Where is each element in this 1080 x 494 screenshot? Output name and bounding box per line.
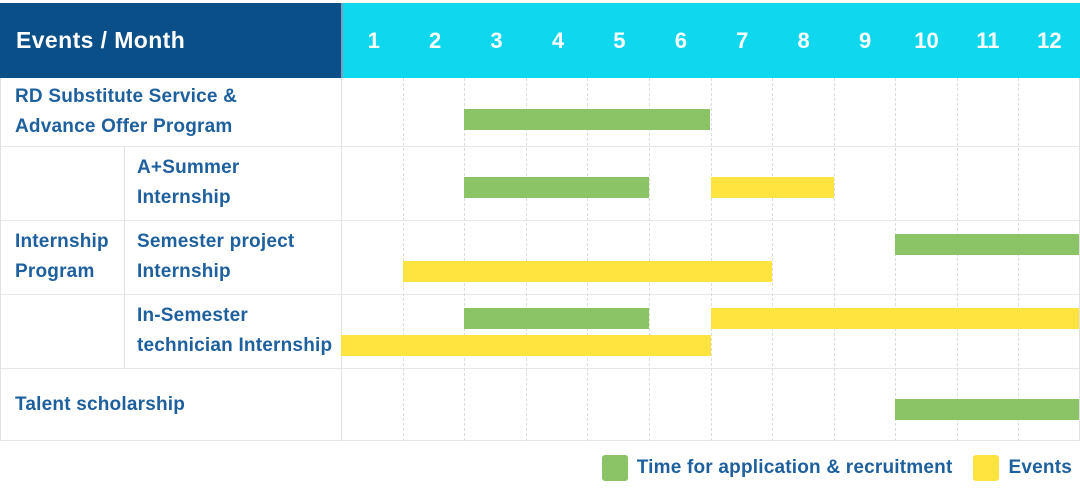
month-header-label-12: 12	[1037, 27, 1062, 53]
month-gridline	[648, 78, 650, 441]
legend-item-application: Time for application & recruitment	[601, 455, 953, 481]
group-sublabel-divider	[124, 146, 125, 368]
month-header-label-9: 9	[858, 27, 872, 53]
application-swatch-icon	[601, 455, 628, 481]
month-header-label-11: 11	[976, 27, 1000, 53]
month-gridline	[956, 78, 958, 441]
application-bar	[895, 399, 1079, 420]
month-gridline	[402, 78, 404, 441]
row-label: Semester project Internship	[137, 220, 341, 294]
row-label: RD Substitute Service & Advance Offer Pro…	[0, 78, 341, 146]
month-header-row: 1 2 3 4 5 6 7 8 9 10 11 12	[341, 3, 1080, 78]
month-header-label-4: 4	[551, 27, 565, 53]
application-bar	[464, 177, 649, 198]
row-label-line: In-Semester	[137, 305, 248, 326]
month-gridline	[710, 78, 712, 441]
month-gridline	[833, 78, 835, 441]
row-label-line: Internship	[137, 261, 231, 282]
event-bar	[402, 261, 773, 282]
month-header-label-2: 2	[429, 27, 442, 53]
month-gridline	[1018, 78, 1020, 441]
month-header-label-8: 8	[797, 27, 810, 53]
month-header-label-6: 6	[674, 27, 687, 53]
event-swatch-icon	[973, 455, 1000, 481]
legend-label: Time for application & recruitment	[636, 457, 953, 478]
row-label-line: A+Summer	[137, 157, 240, 178]
group-label-internship-program: Internship Program	[0, 146, 124, 368]
table-left-border	[0, 78, 1, 441]
label-grid-divider	[341, 78, 342, 441]
row-separator	[0, 368, 1080, 369]
row-label: Talent scholarship	[0, 368, 341, 441]
month-header-label-1: 1	[367, 27, 380, 53]
month-gridline	[525, 78, 527, 441]
table-title: Events / Month	[16, 27, 186, 53]
group-label-line: Program	[15, 261, 95, 282]
application-bar	[464, 308, 649, 329]
row-label-line: technician Internship	[137, 335, 333, 356]
header-title-cell: Events / Month	[0, 3, 341, 78]
month-gridline	[587, 78, 589, 441]
table-body: Internship Program RD Substitute Service &…	[0, 78, 1080, 441]
row-label-line: Internship	[137, 187, 231, 208]
group-label-line: Internship	[15, 231, 109, 252]
month-header-label-3: 3	[490, 27, 503, 53]
month-header-label-10: 10	[914, 27, 939, 53]
row-separator	[0, 146, 1080, 147]
month-header-label-7: 7	[736, 27, 749, 53]
row-label-line: RD Substitute Service &	[15, 86, 238, 107]
month-header-label-5: 5	[613, 27, 626, 53]
row-label: In-Semester technician Internship	[137, 294, 341, 368]
legend: Time for application & recruitment Events	[601, 452, 1072, 484]
table-bottom-border	[0, 440, 1080, 441]
month-gridline	[464, 78, 466, 441]
row-separator	[0, 294, 1080, 295]
row-label-line: Advance Offer Program	[15, 116, 233, 137]
row-label-line: Talent scholarship	[15, 393, 186, 415]
month-gridline	[772, 78, 774, 441]
legend-item-event: Events	[973, 455, 1072, 481]
application-bar	[895, 234, 1079, 255]
application-bar	[464, 109, 711, 130]
event-bar	[341, 335, 711, 356]
row-label: A+Summer Internship	[137, 146, 341, 220]
legend-label: Events	[1008, 457, 1072, 478]
row-label-line: Semester project	[137, 231, 295, 252]
row-separator	[0, 220, 1080, 221]
event-bar	[710, 177, 834, 198]
event-bar	[710, 308, 1079, 329]
month-gridline	[895, 78, 897, 441]
events-month-table: Events / Month 1 2 3 4 5 6 7 8 9 10 11 12 Internshi…	[0, 3, 1080, 441]
